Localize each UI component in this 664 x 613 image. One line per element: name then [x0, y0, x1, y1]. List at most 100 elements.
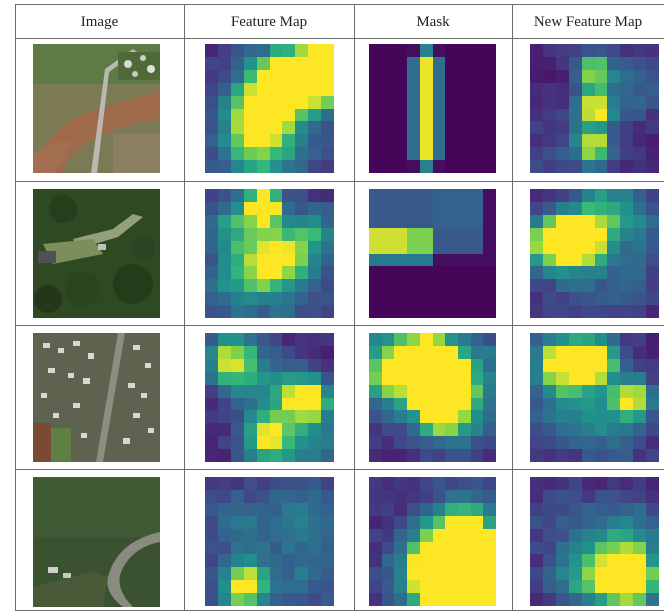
heatmap-cell — [471, 580, 483, 593]
heatmap-cell — [582, 254, 595, 266]
heatmap-cell — [556, 147, 569, 160]
heatmap-cell — [530, 44, 543, 57]
heatmap-cell — [633, 436, 646, 449]
heatmap-cell — [445, 266, 458, 279]
heatmap-cell — [420, 147, 433, 160]
heatmap-cell — [394, 449, 407, 462]
heatmap-cell — [582, 554, 595, 567]
heatmap-cell — [582, 215, 595, 228]
heatmap-cell — [433, 593, 445, 606]
heatmap-cell — [530, 83, 543, 96]
heatmap-cell — [420, 359, 433, 372]
heatmap-cell — [445, 254, 458, 266]
heatmap-cell — [595, 346, 607, 359]
heatmap-cell — [483, 398, 496, 410]
heatmap-cell — [646, 202, 659, 215]
heatmap-cell — [295, 410, 308, 423]
heatmap-cell — [295, 423, 308, 436]
heatmap-cell — [569, 359, 582, 372]
heatmap-cell — [620, 57, 633, 70]
heatmap-cell — [295, 57, 308, 70]
heatmap-cell — [646, 359, 659, 372]
heatmap-cell — [607, 57, 620, 70]
heatmap-cell — [569, 449, 582, 462]
heatmap-cell — [231, 372, 244, 385]
heatmap-cell — [569, 70, 582, 83]
heatmap-cell — [231, 109, 244, 121]
heatmap-cell — [369, 372, 382, 385]
heatmap-cell — [420, 503, 433, 516]
heatmap-cell — [458, 503, 471, 516]
heatmap-cell — [595, 228, 607, 241]
heatmap-cell — [394, 228, 407, 241]
heatmap-cell — [483, 346, 496, 359]
heatmap-cell — [257, 542, 270, 554]
heatmap-cell — [620, 44, 633, 57]
heatmap-cell — [582, 292, 595, 305]
heatmap-cell — [556, 580, 569, 593]
heatmap-cell — [308, 266, 321, 279]
heatmap-cell — [471, 490, 483, 503]
heatmap-cell — [620, 266, 633, 279]
heatmap-cell — [321, 333, 334, 346]
heatmap-cell — [321, 254, 334, 266]
heatmap-cell — [471, 279, 483, 292]
heatmap-cell — [382, 542, 394, 554]
heatmap-cell — [582, 109, 595, 121]
heatmap-cell — [471, 134, 483, 147]
heatmap-cell — [582, 529, 595, 542]
heatmap-cell — [270, 503, 282, 516]
heatmap-cell — [595, 398, 607, 410]
heatmap-cell — [420, 385, 433, 398]
heatmap-cell — [308, 147, 321, 160]
heatmap-cell — [633, 266, 646, 279]
heatmap-cell — [569, 57, 582, 70]
heatmap-cell — [231, 121, 244, 134]
heatmap-cell — [420, 449, 433, 462]
heatmap-cell — [620, 215, 633, 228]
heatmap-cell — [270, 410, 282, 423]
heatmap-cell — [582, 410, 595, 423]
heatmap-cell — [205, 410, 218, 423]
heatmap-cell — [620, 189, 633, 202]
heatmap-cell — [471, 305, 483, 318]
heatmap-cell — [257, 202, 270, 215]
heatmap-cell — [321, 44, 334, 57]
heatmap-cell — [407, 490, 420, 503]
heatmap-cell — [257, 266, 270, 279]
heatmap-cell — [205, 542, 218, 554]
heatmap-cell — [582, 477, 595, 490]
heatmap-cell — [218, 436, 231, 449]
new-feature-map-heatmap — [530, 189, 659, 318]
heatmap-cell — [556, 346, 569, 359]
heatmap-cell — [394, 292, 407, 305]
heatmap-cell — [321, 121, 334, 134]
heatmap-cell — [433, 70, 445, 83]
heatmap-cell — [483, 160, 496, 173]
heatmap-cell — [407, 346, 420, 359]
heatmap-cell — [620, 542, 633, 554]
heatmap-cell — [231, 346, 244, 359]
heatmap-cell — [607, 423, 620, 436]
heatmap-cell — [433, 372, 445, 385]
heatmap-cell — [433, 333, 445, 346]
heatmap-cell — [257, 292, 270, 305]
heatmap-cell — [205, 477, 218, 490]
heatmap-cell — [483, 477, 496, 490]
heatmap-cell — [218, 567, 231, 580]
table-divider — [354, 4, 355, 610]
heatmap-cell — [295, 359, 308, 372]
heatmap-cell — [369, 305, 382, 318]
heatmap-cell — [321, 593, 334, 606]
heatmap-cell — [633, 529, 646, 542]
heatmap-cell — [270, 333, 282, 346]
heatmap-cell — [295, 333, 308, 346]
heatmap-cell — [394, 70, 407, 83]
heatmap-cell — [607, 44, 620, 57]
heatmap-cell — [257, 490, 270, 503]
heatmap-cell — [218, 96, 231, 109]
heatmap-cell — [231, 70, 244, 83]
heatmap-cell — [471, 423, 483, 436]
heatmap-cell — [471, 410, 483, 423]
heatmap-cell — [308, 70, 321, 83]
